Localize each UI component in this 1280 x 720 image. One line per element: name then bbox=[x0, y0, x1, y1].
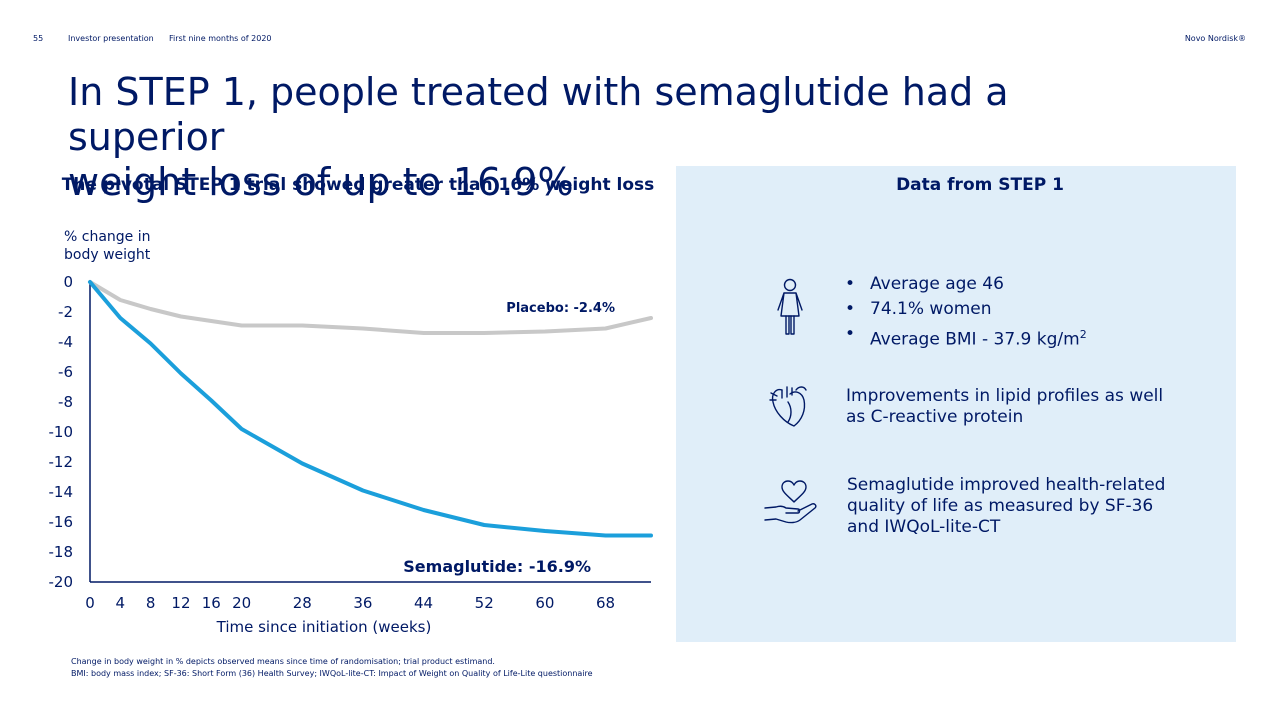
x-tick-label: 36 bbox=[353, 594, 372, 612]
footnote: Change in body weight in % depicts obser… bbox=[71, 656, 593, 680]
brand-label: Novo Nordisk® bbox=[1184, 34, 1246, 43]
y-tick-label: -4 bbox=[58, 333, 73, 351]
women-share: 74.1% women bbox=[870, 299, 992, 319]
x-tick-label: 8 bbox=[146, 594, 156, 612]
x-tick-label: 0 bbox=[85, 594, 95, 612]
y-tick-label: -10 bbox=[49, 423, 74, 441]
x-tick-label: 28 bbox=[293, 594, 312, 612]
y-tick-label: -8 bbox=[58, 393, 73, 411]
heart-in-hand-icon bbox=[764, 480, 817, 524]
footnote-line-1: Change in body weight in % depicts obser… bbox=[71, 657, 495, 666]
list-item: 74.1% women bbox=[845, 297, 1206, 322]
y-tick-label: -6 bbox=[58, 363, 73, 381]
placebo-label: Placebo: -2.4% bbox=[506, 301, 615, 316]
period-label: First nine months of 2020 bbox=[169, 34, 272, 43]
series-line-semaglutide bbox=[88, 280, 653, 538]
series-line-placebo bbox=[88, 280, 653, 335]
title-line-2: weight loss of up to 16.9% bbox=[68, 160, 574, 204]
chart-heading: The pivotal STEP 1 trial showed greater … bbox=[61, 175, 655, 195]
page-number: 55 bbox=[33, 34, 44, 43]
y-tick-label: -2 bbox=[58, 303, 73, 321]
semaglutide-label: Semaglutide: -16.9% bbox=[403, 557, 591, 576]
footnote-line-2: BMI: body mass index; SF-36: Short Form … bbox=[71, 669, 593, 678]
y-axis-label-line-2: body weight bbox=[64, 247, 151, 263]
weight-loss-chart: % change in body weight 0 -2 -4 -6 -8 -10 -12 -14… bbox=[49, 229, 653, 636]
x-tick-label: 60 bbox=[535, 594, 554, 612]
page-title: In STEP 1, people treated with semagluti… bbox=[68, 70, 1168, 205]
lipid-text: Improvements in lipid profiles as well a… bbox=[846, 386, 1164, 427]
y-axis-label-line-1: % change in bbox=[64, 229, 151, 245]
list-item: Average age 46 bbox=[845, 272, 1206, 297]
x-tick-label: 44 bbox=[414, 594, 433, 612]
title-line-1: In STEP 1, people treated with semagluti… bbox=[68, 70, 1009, 159]
person-icon bbox=[777, 278, 803, 335]
y-tick-label: -20 bbox=[49, 573, 74, 591]
section-label: Investor presentation bbox=[68, 34, 154, 43]
heart-organ-icon bbox=[769, 386, 807, 427]
x-tick-label: 16 bbox=[202, 594, 221, 612]
y-tick-label: -16 bbox=[49, 513, 74, 531]
demographics-list: Average age 46 74.1% women Average BMI -… bbox=[845, 272, 1206, 353]
x-tick-label: 4 bbox=[116, 594, 126, 612]
x-axis-label: Time since initiation (weeks) bbox=[216, 618, 432, 636]
data-panel: Data from STEP 1 Average age 46 74.1% wo… bbox=[676, 166, 1236, 642]
bmi-superscript: 2 bbox=[1079, 328, 1087, 341]
y-tick-label: -12 bbox=[49, 453, 74, 471]
panel-heading: Data from STEP 1 bbox=[896, 175, 1064, 195]
average-bmi: Average BMI - 37.9 kg/m bbox=[870, 329, 1080, 350]
average-age: Average age 46 bbox=[870, 274, 1004, 294]
x-tick-label: 20 bbox=[232, 594, 251, 612]
y-tick-label: 0 bbox=[63, 273, 73, 291]
top-bar: 55 Investor presentation First nine mont… bbox=[0, 34, 1280, 46]
quality-of-life-text: Semaglutide improved health-related qual… bbox=[847, 475, 1166, 537]
y-tick-label: -14 bbox=[49, 483, 74, 501]
x-tick-label: 12 bbox=[171, 594, 190, 612]
list-item: Average BMI - 37.9 kg/m2 bbox=[845, 322, 1206, 353]
x-tick-label: 68 bbox=[596, 594, 615, 612]
x-tick-label: 52 bbox=[475, 594, 494, 612]
y-tick-label: -18 bbox=[49, 543, 74, 561]
